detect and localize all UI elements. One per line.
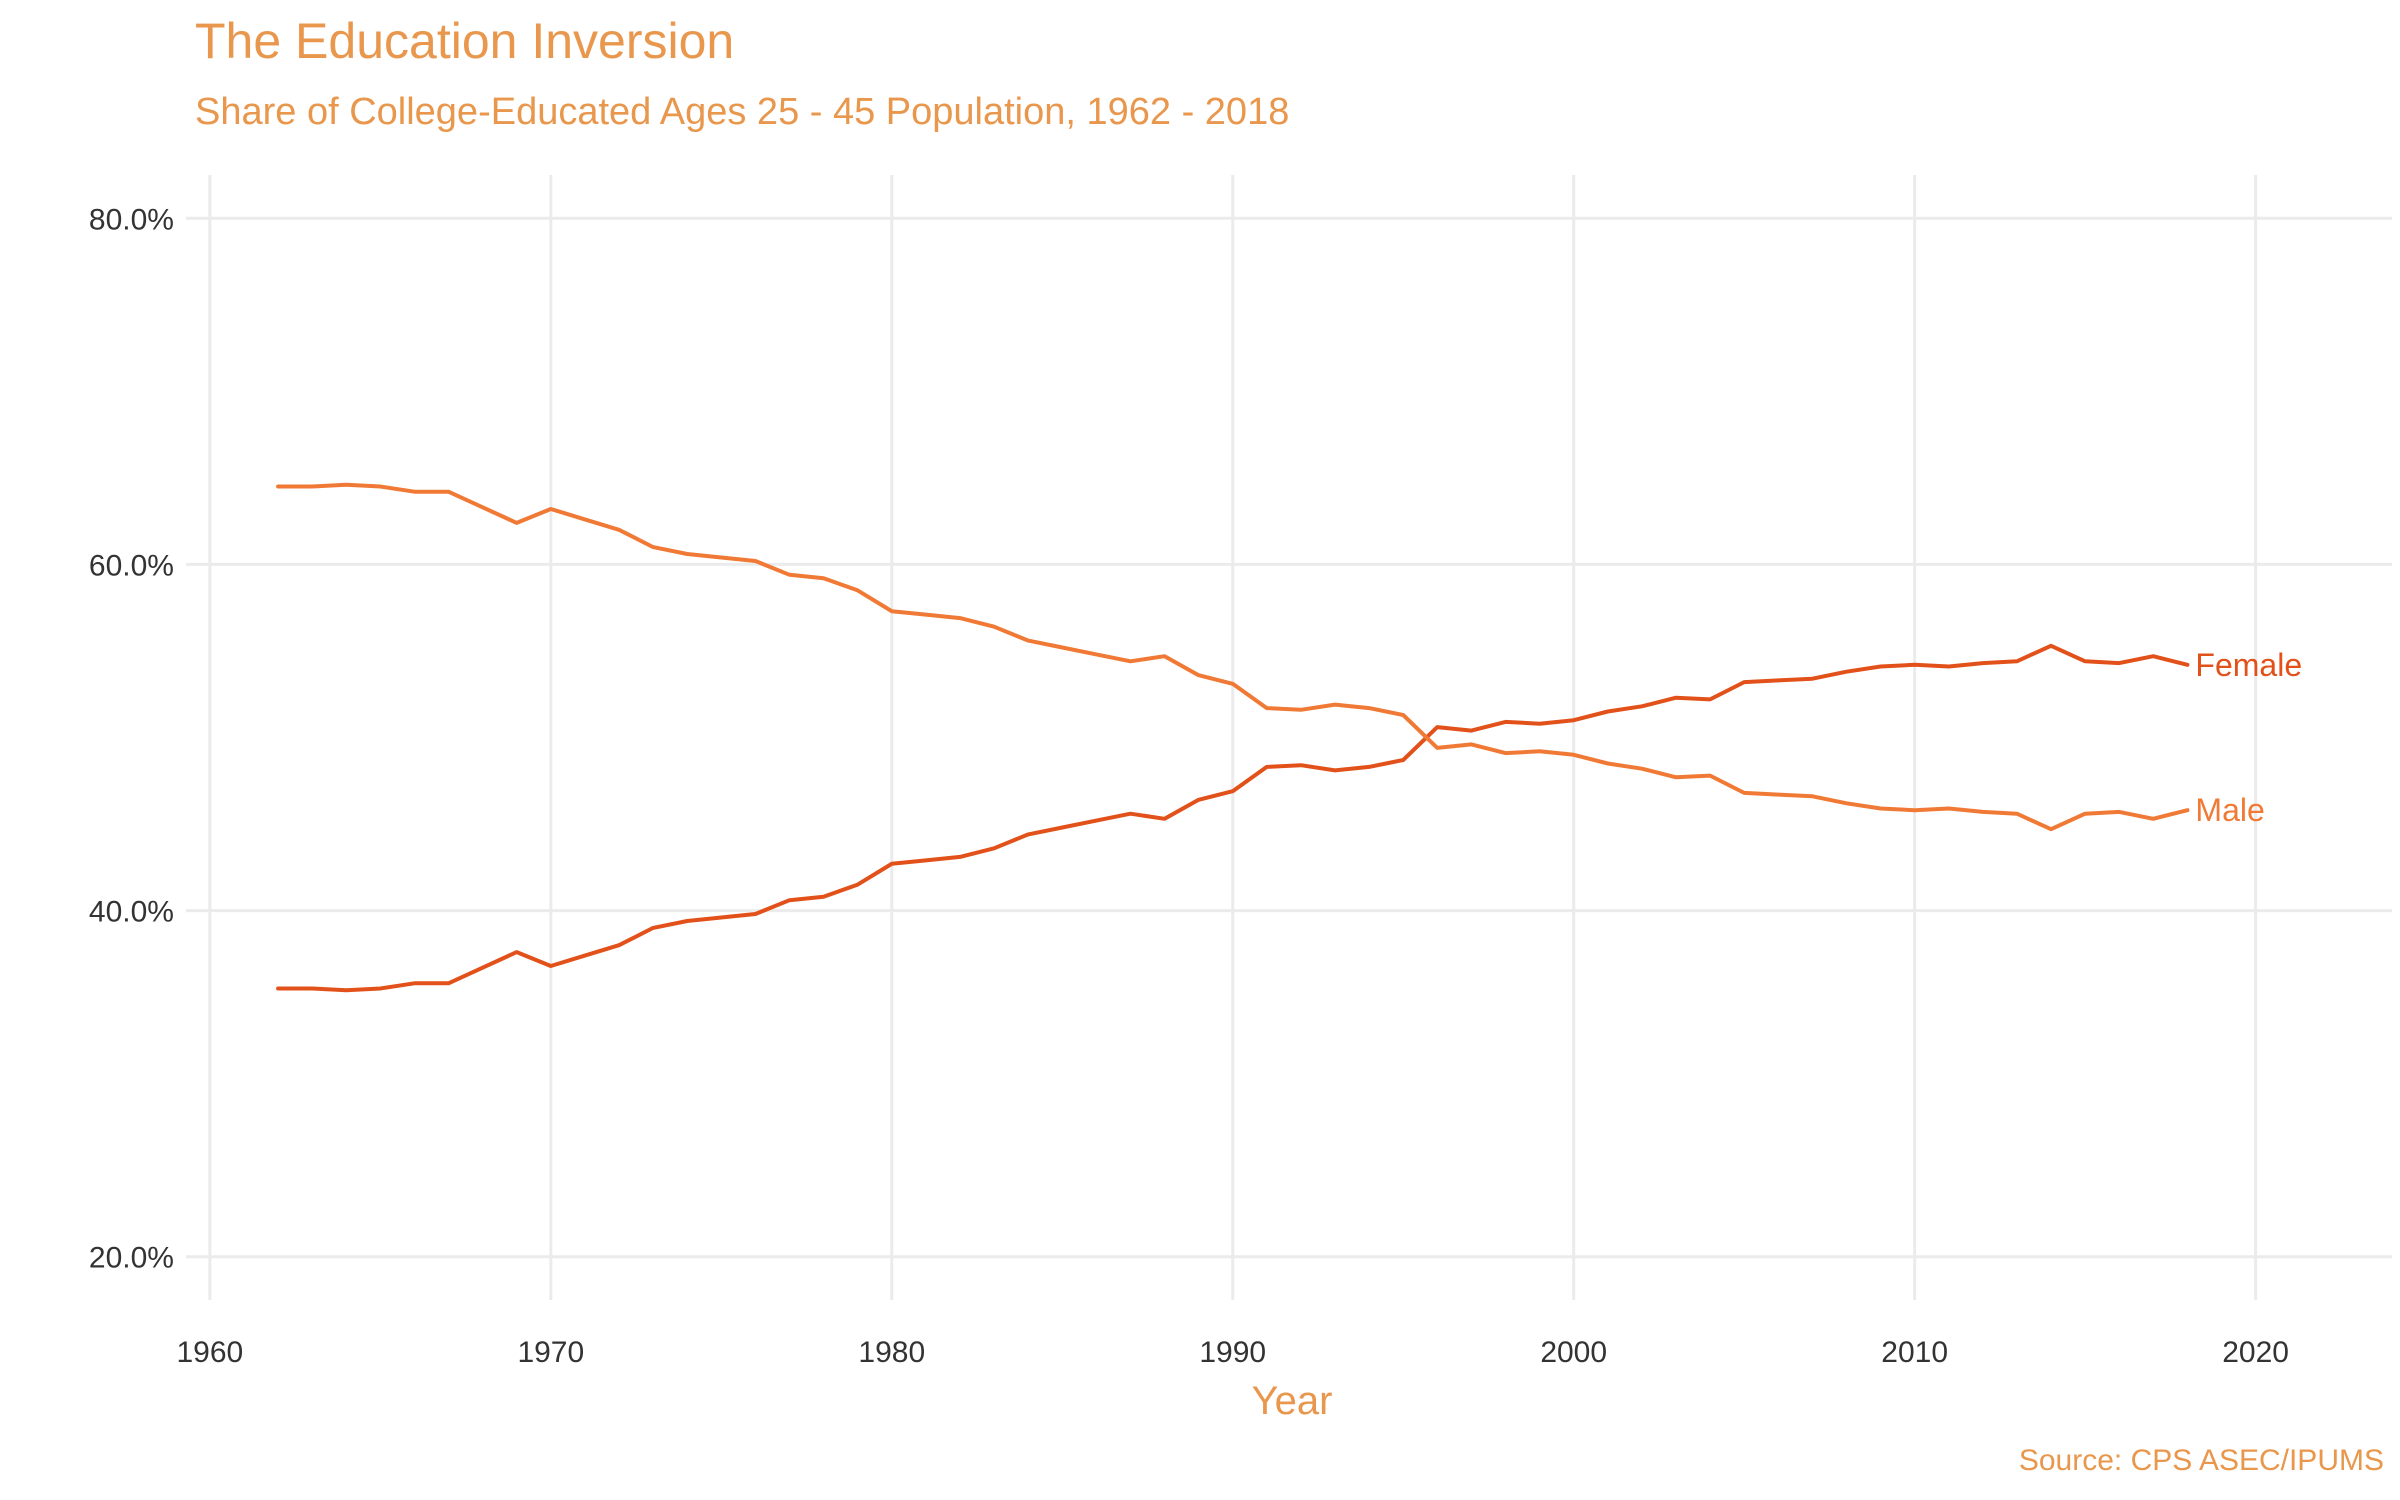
x-tick-label: 2010	[1881, 1336, 1948, 1369]
x-tick-label: 2000	[1540, 1336, 1607, 1369]
x-tick-label: 2020	[2222, 1336, 2289, 1369]
series-labels: Female Male	[2195, 647, 2302, 828]
y-tick-label: 80.0%	[89, 203, 174, 236]
x-tick-label: 1990	[1199, 1336, 1266, 1369]
x-tick-label: 1960	[176, 1336, 243, 1369]
series-label-male: Male	[2195, 792, 2264, 828]
x-axis: 1960 1970 1980 1990 2000 2010 2020	[176, 1336, 2288, 1369]
chart-title: The Education Inversion	[195, 13, 734, 69]
x-axis-title: Year	[1252, 1379, 1333, 1423]
y-tick-label: 40.0%	[89, 896, 174, 929]
series-label-female: Female	[2195, 647, 2302, 683]
series-line-male	[276, 482, 2190, 832]
series-lines	[276, 482, 2190, 993]
y-tick-label: 60.0%	[89, 549, 174, 582]
x-tick-label: 1980	[858, 1336, 925, 1369]
y-axis: 20.0% 40.0% 60.0% 80.0%	[89, 203, 174, 1274]
chart-subtitle: Share of College-Educated Ages 25 - 45 P…	[195, 91, 1289, 133]
x-tick-label: 1970	[517, 1336, 584, 1369]
source-caption: Source: CPS ASEC/IPUMS	[2019, 1444, 2384, 1477]
y-tick-label: 20.0%	[89, 1242, 174, 1275]
series-line-female	[276, 643, 2190, 993]
grid	[186, 175, 2392, 1300]
